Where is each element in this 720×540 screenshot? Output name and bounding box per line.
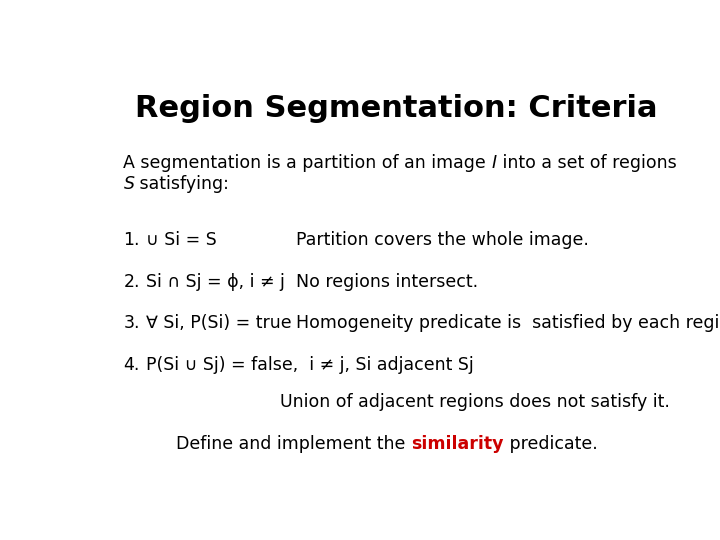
Text: 1.: 1. bbox=[124, 231, 140, 249]
Text: I: I bbox=[492, 154, 497, 172]
Text: ∀ Si, P(Si) = true: ∀ Si, P(Si) = true bbox=[145, 314, 292, 332]
Text: No regions intersect.: No regions intersect. bbox=[297, 273, 479, 291]
Text: Region Segmentation: Criteria: Region Segmentation: Criteria bbox=[135, 94, 657, 123]
Text: 2.: 2. bbox=[124, 273, 140, 291]
Text: into a set of regions: into a set of regions bbox=[497, 154, 677, 172]
Text: 4.: 4. bbox=[124, 356, 140, 374]
Text: similarity: similarity bbox=[411, 435, 504, 453]
Text: S: S bbox=[124, 175, 135, 193]
Text: Union of adjacent regions does not satisfy it.: Union of adjacent regions does not satis… bbox=[280, 393, 670, 411]
Text: Partition covers the whole image.: Partition covers the whole image. bbox=[297, 231, 590, 249]
Text: ∪ Si = S: ∪ Si = S bbox=[145, 231, 217, 249]
Text: Homogeneity predicate is  satisfied by each region.: Homogeneity predicate is satisfied by ea… bbox=[297, 314, 720, 332]
Text: Si ∩ Sj = ϕ, i ≠ j: Si ∩ Sj = ϕ, i ≠ j bbox=[145, 273, 284, 291]
Text: 3.: 3. bbox=[124, 314, 140, 332]
Text: P(Si ∪ Sj) = false,  i ≠ j, Si adjacent Sj: P(Si ∪ Sj) = false, i ≠ j, Si adjacent S… bbox=[145, 356, 474, 374]
Text: Define and implement the: Define and implement the bbox=[176, 435, 411, 453]
Text: A segmentation is a partition of an image: A segmentation is a partition of an imag… bbox=[124, 154, 492, 172]
Text: satisfying:: satisfying: bbox=[135, 175, 230, 193]
Text: predicate.: predicate. bbox=[504, 435, 598, 453]
